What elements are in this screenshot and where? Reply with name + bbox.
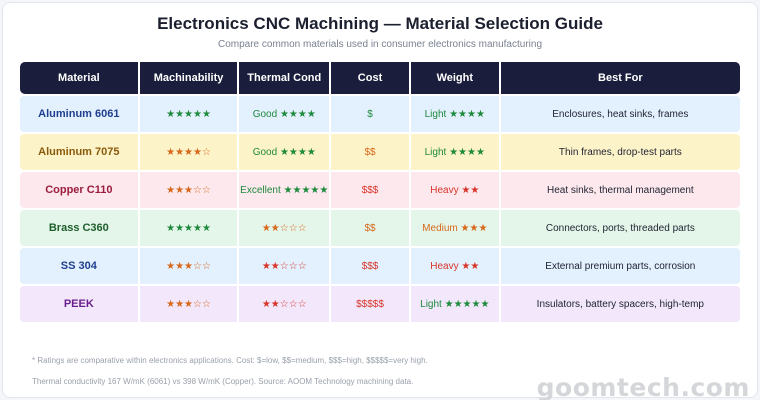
cost-rating: $ [331, 96, 409, 132]
machinability-rating: ★★★★★ [139, 210, 238, 246]
material-name: Copper C110 [20, 172, 138, 208]
material-name: SS 304 [20, 248, 138, 284]
brand-watermark: goomtech.com [536, 373, 750, 400]
weight-rating: Light ★★★★ [410, 134, 499, 170]
column-header-weight: Weight [410, 62, 499, 94]
cost-rating: $$ [331, 134, 409, 170]
table-row: PEEK ★★★☆☆ ★★☆☆☆ $$$$$ Light ★★★★★ Insul… [20, 286, 740, 322]
table-row: SS 304 ★★★☆☆ ★★☆☆☆ $$$ Heavy ★★ External… [20, 248, 740, 284]
page-title: Electronics CNC Machining — Material Sel… [157, 14, 603, 33]
material-name: Aluminum 7075 [20, 134, 138, 170]
material-name: PEEK [20, 286, 138, 322]
cost-rating: $$ [331, 210, 409, 246]
table-row: Aluminum 7075 ★★★★☆ Good ★★★★ $$ Light ★… [20, 134, 740, 170]
column-header-thermal: Thermal Cond [239, 62, 330, 94]
table-row: Copper C110 ★★★☆☆ Excellent ★★★★★ $$$ He… [20, 172, 740, 208]
column-header-cost: Cost [331, 62, 409, 94]
weight-rating: Light ★★★★★ [410, 286, 499, 322]
thermal-rating: Good ★★★★ [239, 96, 330, 132]
weight-rating: Heavy ★★ [410, 248, 499, 284]
best-for-text: Connectors, ports, threaded parts [500, 210, 740, 246]
table-row: Aluminum 6061 ★★★★★ Good ★★★★ $ Light ★★… [20, 96, 740, 132]
table-body: Aluminum 6061 ★★★★★ Good ★★★★ $ Light ★★… [20, 96, 740, 324]
column-header-material: Material [20, 62, 138, 94]
material-name: Brass C360 [20, 210, 138, 246]
weight-rating: Medium ★★★ [410, 210, 499, 246]
machinability-rating: ★★★☆☆ [139, 286, 238, 322]
best-for-text: External premium parts, corrosion [500, 248, 740, 284]
best-for-text: Enclosures, heat sinks, frames [500, 96, 740, 132]
cost-rating: $$$ [331, 172, 409, 208]
best-for-text: Heat sinks, thermal management [500, 172, 740, 208]
thermal-rating: Good ★★★★ [239, 134, 330, 170]
best-for-text: Insulators, battery spacers, high-temp [500, 286, 740, 322]
footnote-source: Thermal conductivity 167 W/mK (6061) vs … [32, 377, 414, 386]
thermal-rating: ★★☆☆☆ [239, 248, 330, 284]
weight-rating: Light ★★★★ [410, 96, 499, 132]
column-header-machinability: Machinability [139, 62, 238, 94]
cost-rating: $$$$$ [331, 286, 409, 322]
machinability-rating: ★★★☆☆ [139, 172, 238, 208]
page-subtitle: Compare common materials used in consume… [217, 39, 543, 50]
machinability-rating: ★★★★★ [139, 96, 238, 132]
column-header-best-for: Best For [500, 62, 740, 94]
material-name: Aluminum 6061 [20, 96, 138, 132]
thermal-rating: ★★☆☆☆ [239, 286, 330, 322]
machinability-rating: ★★★☆☆ [139, 248, 238, 284]
footnote-ratings: * Ratings are comparative within electro… [32, 356, 428, 365]
cost-rating: $$$ [331, 248, 409, 284]
table-header: Material Machinability Thermal Cond Cost… [20, 62, 740, 94]
best-for-text: Thin frames, drop-test parts [500, 134, 740, 170]
machinability-rating: ★★★★☆ [139, 134, 238, 170]
table-row: Brass C360 ★★★★★ ★★☆☆☆ $$ Medium ★★★ Con… [20, 210, 740, 246]
weight-rating: Heavy ★★ [410, 172, 499, 208]
thermal-rating: Excellent ★★★★★ [239, 172, 330, 208]
thermal-rating: ★★☆☆☆ [239, 210, 330, 246]
